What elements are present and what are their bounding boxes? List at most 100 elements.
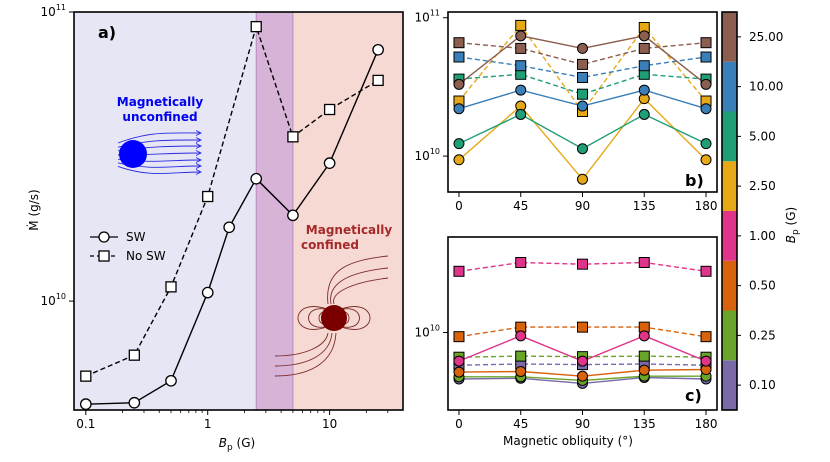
field-line-open-top bbox=[330, 267, 389, 305]
legend-sw-label: SW bbox=[126, 230, 146, 244]
xtick-label: 180 bbox=[695, 199, 718, 213]
data-point-sw bbox=[128, 396, 141, 409]
panel-label-a: a) bbox=[98, 23, 116, 42]
xtick-label: 90 bbox=[575, 417, 590, 431]
a-ytick-label: 1010 bbox=[41, 292, 66, 308]
data-point-sw bbox=[577, 100, 588, 112]
panel-label-b: b) bbox=[685, 171, 704, 190]
data-point-nosw bbox=[287, 131, 299, 143]
a-regions bbox=[74, 12, 403, 410]
field-arrow-unconfined bbox=[195, 137, 203, 143]
data-point-sw bbox=[515, 30, 527, 42]
series-line-bp-25.00-nosw bbox=[458, 42, 707, 66]
colorbar-segment-5.00 bbox=[722, 111, 737, 162]
xtick-label: 135 bbox=[633, 417, 656, 431]
data-point-nosw bbox=[165, 281, 177, 293]
data-point-sw bbox=[453, 78, 465, 90]
data-point-sw bbox=[577, 143, 588, 155]
data-point-nosw bbox=[323, 103, 336, 116]
panel-label-c: c) bbox=[685, 386, 702, 405]
data-point-nosw bbox=[700, 331, 712, 343]
a-xtick-label: 10 bbox=[322, 417, 337, 431]
field-arrow-unconfined bbox=[195, 130, 203, 136]
colorbar-label: Bp (G) bbox=[784, 207, 801, 243]
data-point-sw bbox=[700, 78, 712, 90]
data-point-nosw bbox=[128, 349, 140, 361]
data-point-sw bbox=[223, 221, 236, 234]
data-point-sw bbox=[638, 330, 650, 342]
field-line-open-top bbox=[333, 277, 389, 305]
colorbar-segment-2.50 bbox=[722, 161, 737, 211]
data-point-nosw bbox=[577, 321, 588, 333]
legend-nosw-label: No SW bbox=[126, 249, 166, 263]
colorbar-tick-label: 0.10 bbox=[749, 378, 776, 392]
legend: SW No SW bbox=[90, 230, 166, 263]
colorbar-tick-label: 5.00 bbox=[749, 129, 776, 143]
data-point-sw bbox=[165, 374, 177, 387]
field-loop-left bbox=[297, 306, 335, 330]
data-point-nosw bbox=[577, 88, 588, 100]
field-line-incoming bbox=[274, 332, 333, 367]
colorbar-tick-label: 0.50 bbox=[749, 279, 776, 293]
a-lines bbox=[79, 20, 384, 411]
data-point-nosw bbox=[515, 350, 527, 362]
region-0 bbox=[74, 12, 257, 410]
a-xtick-label: 0.1 bbox=[76, 417, 95, 431]
b-lines bbox=[453, 19, 712, 185]
data-point-nosw bbox=[638, 60, 650, 72]
series-line-bp-10.00-nosw bbox=[458, 56, 707, 79]
data-point-sw bbox=[577, 42, 588, 54]
data-point-sw bbox=[700, 103, 712, 115]
annotation-confined-2: confined bbox=[301, 238, 359, 252]
field-arrow-unconfined bbox=[195, 163, 203, 169]
c-xlabel: Magnetic obliquity (°) bbox=[503, 434, 633, 448]
data-point-nosw bbox=[515, 19, 527, 31]
legend-nosw-marker bbox=[98, 250, 110, 262]
xtick-label: 45 bbox=[513, 417, 528, 431]
region-2 bbox=[292, 12, 403, 410]
data-point-nosw bbox=[453, 265, 465, 277]
a-illustrations bbox=[117, 130, 389, 377]
star-confined bbox=[321, 305, 347, 331]
data-point-nosw bbox=[515, 42, 527, 54]
series-line-bp-5.00-nosw bbox=[458, 73, 707, 95]
colorbar-segment-25.00 bbox=[722, 12, 737, 62]
a-frame bbox=[73, 11, 404, 411]
data-point-nosw bbox=[700, 37, 712, 49]
data-point-nosw bbox=[372, 74, 384, 87]
data-point-sw bbox=[79, 398, 92, 411]
colorbar-tick-label: 2.50 bbox=[749, 179, 776, 193]
field-arrow-unconfined bbox=[195, 169, 203, 175]
data-point-sw bbox=[577, 370, 588, 382]
a-ytick-label: 1011 bbox=[41, 3, 66, 19]
data-point-sw bbox=[638, 364, 650, 376]
colorbar-tick-label: 25.00 bbox=[749, 30, 783, 44]
data-point-sw bbox=[287, 209, 299, 222]
star-unconfined bbox=[119, 140, 147, 168]
data-point-nosw bbox=[577, 58, 588, 70]
region-1 bbox=[256, 12, 293, 410]
field-arrow-unconfined bbox=[195, 143, 203, 149]
data-point-sw bbox=[577, 173, 588, 185]
data-point-sw bbox=[700, 154, 712, 166]
colorbar-tick-label: 10.00 bbox=[749, 80, 783, 94]
data-point-sw bbox=[453, 103, 465, 115]
data-point-sw bbox=[638, 108, 650, 120]
data-point-nosw bbox=[202, 190, 214, 203]
data-point-nosw bbox=[638, 350, 650, 362]
a-xtick-label: 1 bbox=[204, 417, 212, 431]
data-point-nosw bbox=[515, 256, 527, 268]
data-point-nosw bbox=[577, 71, 588, 83]
data-point-nosw bbox=[250, 20, 262, 33]
field-loop-right bbox=[333, 306, 371, 330]
data-point-sw bbox=[372, 43, 384, 56]
data-point-nosw bbox=[638, 42, 650, 54]
colorbar-segment-1.00 bbox=[722, 211, 737, 261]
data-point-sw bbox=[515, 84, 527, 96]
data-point-nosw bbox=[80, 370, 92, 382]
series-line-no-sw bbox=[85, 24, 379, 377]
colorbar-segment-10.00 bbox=[722, 61, 737, 112]
data-point-nosw bbox=[453, 51, 465, 63]
